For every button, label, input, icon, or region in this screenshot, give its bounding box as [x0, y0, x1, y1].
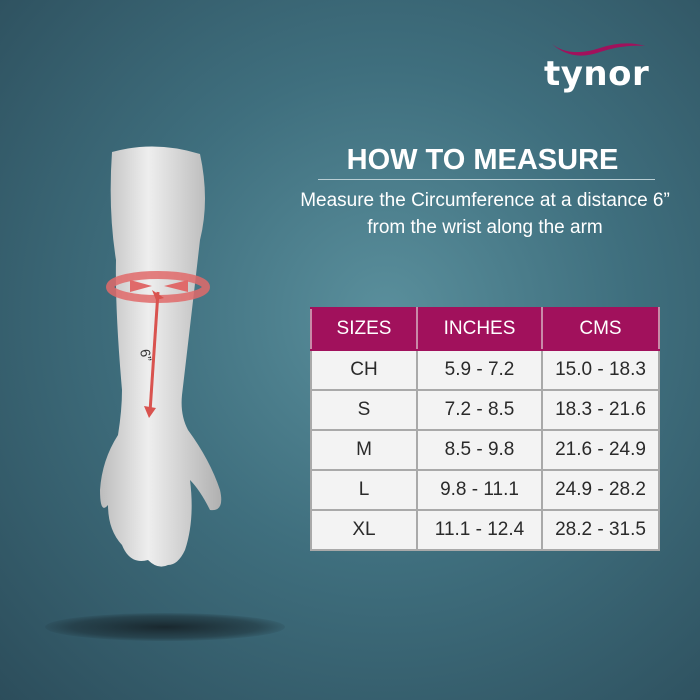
cms-cell: 28.2 - 31.5 — [541, 509, 660, 551]
size-chart-table: SIZES INCHES CMS CH 5.9 - 7.2 15.0 - 18.… — [310, 307, 660, 551]
arm-illustration: 6” — [100, 146, 222, 567]
cms-cell: 21.6 - 24.9 — [541, 429, 660, 471]
measure-label: 6” — [137, 348, 155, 363]
logo-text: tynor — [544, 54, 650, 94]
header-sizes: SIZES — [310, 307, 418, 351]
size-cell: S — [310, 389, 418, 431]
size-cell: XL — [310, 509, 418, 551]
header-cms: CMS — [541, 307, 660, 351]
arm-shadow — [45, 613, 285, 641]
size-cell: CH — [310, 349, 418, 391]
measure-instructions: Measure the Circumference at a distance … — [300, 190, 670, 238]
cms-cell: 24.9 - 28.2 — [541, 469, 660, 511]
tynor-logo: tynor — [540, 36, 660, 96]
size-cell: M — [310, 429, 418, 471]
table-row: M 8.5 - 9.8 21.6 - 24.9 — [310, 429, 660, 471]
table-header-row: SIZES INCHES CMS — [310, 307, 660, 351]
inches-cell: 11.1 - 12.4 — [416, 509, 543, 551]
table-row: S 7.2 - 8.5 18.3 - 21.6 — [310, 389, 660, 431]
inches-cell: 5.9 - 7.2 — [416, 349, 543, 391]
table-row: XL 11.1 - 12.4 28.2 - 31.5 — [310, 509, 660, 551]
inches-cell: 9.8 - 11.1 — [416, 469, 543, 511]
size-cell: L — [310, 469, 418, 511]
divider — [318, 179, 655, 180]
table-row: CH 5.9 - 7.2 15.0 - 18.3 — [310, 349, 660, 391]
header-inches: INCHES — [416, 307, 543, 351]
cms-cell: 15.0 - 18.3 — [541, 349, 660, 391]
cms-cell: 18.3 - 21.6 — [541, 389, 660, 431]
page-title: HOW TO MEASURE — [346, 144, 619, 176]
table-row: L 9.8 - 11.1 24.9 - 28.2 — [310, 469, 660, 511]
inches-cell: 7.2 - 8.5 — [416, 389, 543, 431]
inches-cell: 8.5 - 9.8 — [416, 429, 543, 471]
